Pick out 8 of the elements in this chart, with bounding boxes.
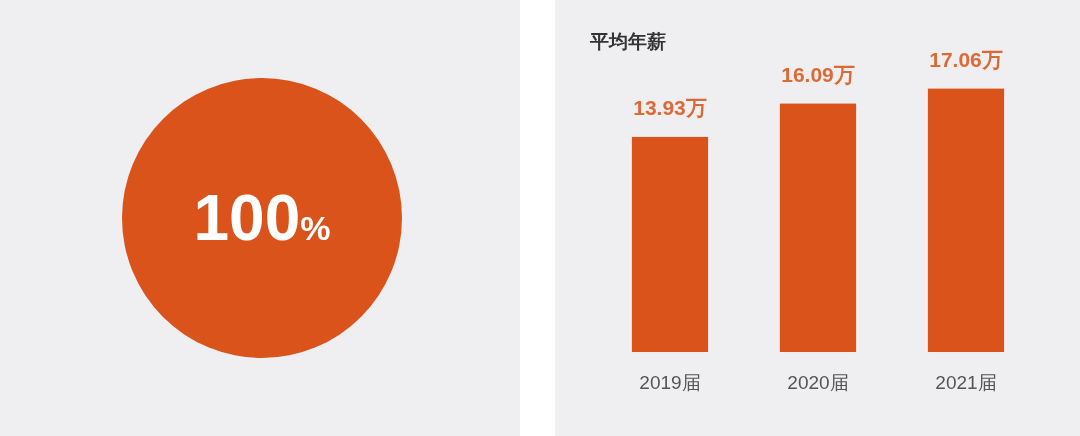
data-label: 13.93万 <box>633 95 707 119</box>
data-label: 16.09万 <box>781 62 855 86</box>
chart-title: 平均年薪 <box>589 31 666 52</box>
data-label: 100% <box>193 182 331 254</box>
x-tick-label: 2021届 <box>935 372 997 393</box>
x-tick-label: 2020届 <box>787 372 849 393</box>
data-label: 17.06万 <box>929 47 1003 71</box>
x-tick-label: 2019届 <box>639 372 701 393</box>
